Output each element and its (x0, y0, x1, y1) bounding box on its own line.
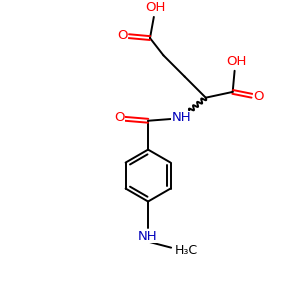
Text: H₃C: H₃C (175, 244, 198, 257)
Text: O: O (117, 29, 128, 42)
Text: O: O (114, 111, 124, 124)
Text: OH: OH (146, 1, 166, 14)
Text: NH: NH (172, 111, 191, 124)
Text: OH: OH (226, 55, 247, 68)
Text: NH: NH (137, 230, 157, 243)
Text: O: O (254, 90, 264, 103)
